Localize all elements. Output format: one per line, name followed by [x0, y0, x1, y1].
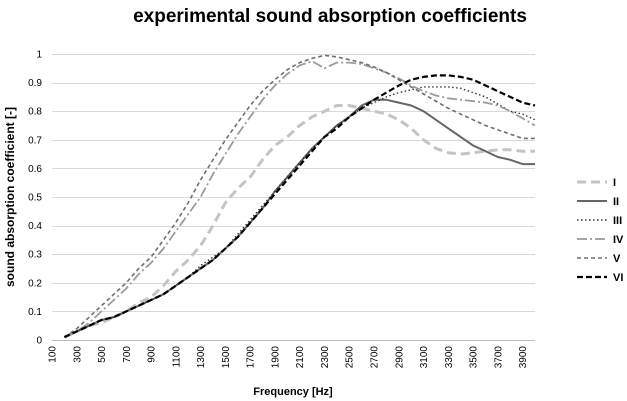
x-tick-label: 1300	[196, 346, 207, 369]
x-tick-label: 500	[97, 346, 108, 363]
x-tick-label: 900	[147, 346, 158, 363]
x-tick-label: 1100	[171, 346, 182, 368]
series-line-i	[63, 104, 535, 339]
y-tick-label: 0	[36, 336, 42, 347]
y-tick-labels: 0 0.1 0.2 0.3 0.4 0.5 0.6 0.7 0.8 0.9 1	[28, 50, 42, 347]
y-axis-label: sound absorption coefficient [-]	[3, 107, 17, 287]
x-tick-label: 100	[48, 346, 59, 363]
y-tick-label: 0.1	[28, 307, 42, 318]
x-tick-label: 2500	[345, 346, 356, 369]
y-tick-label: 0.6	[28, 164, 42, 175]
x-tick-label: 3300	[444, 346, 455, 369]
y-tick-label: 1	[36, 50, 42, 61]
chart-title: experimental sound absorption coefficien…	[133, 6, 527, 27]
y-tick-label: 0.4	[28, 221, 42, 232]
series-line-v	[63, 54, 535, 338]
y-tick-label: 0.9	[28, 78, 42, 89]
x-tick-label: 700	[122, 346, 133, 363]
x-tick-label: 3500	[469, 346, 480, 369]
y-tick-label: 0.8	[28, 107, 42, 118]
x-tick-label: 300	[72, 346, 83, 363]
y-tick-label: 0.7	[28, 135, 42, 146]
x-tick-label: 2900	[394, 346, 405, 369]
x-tick-label: 3100	[419, 346, 430, 369]
x-tick-label: 3900	[518, 346, 529, 369]
x-tick-labels: 100 300 500 700 900 1100 1300 1500 1700 1900 2100 2…	[48, 346, 530, 369]
x-tick-label: 1900	[270, 346, 281, 369]
x-tick-label: 1500	[221, 346, 232, 369]
grid-lines	[52, 54, 535, 312]
x-tick-label: 2100	[295, 346, 306, 369]
legend-label: III	[613, 215, 622, 227]
legend-label: I	[613, 177, 616, 189]
y-tick-label: 0.2	[28, 278, 42, 289]
series-line-iv	[64, 60, 536, 338]
x-axis-label: Frequency [Hz]	[253, 386, 333, 398]
y-tick-label: 0.3	[28, 250, 42, 261]
x-tick-label: 2700	[370, 346, 381, 369]
series-line-vi	[63, 74, 536, 339]
legend-label: V	[613, 253, 621, 265]
legend-label: II	[613, 196, 619, 208]
x-tick-label: 3700	[493, 346, 504, 369]
legend-label: IV	[613, 234, 624, 246]
x-tick-label: 1700	[246, 346, 257, 369]
series-lines	[63, 54, 536, 339]
legend-label: VI	[613, 272, 623, 284]
series-line-ii	[63, 98, 535, 339]
x-tick-label: 2300	[320, 346, 331, 369]
y-tick-label: 0.5	[28, 193, 42, 204]
